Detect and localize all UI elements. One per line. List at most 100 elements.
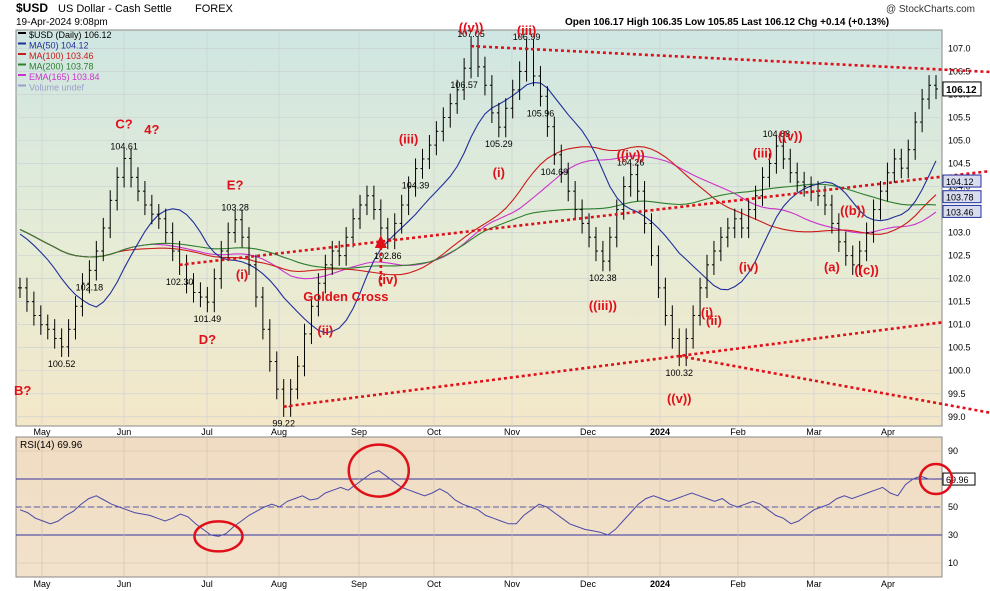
price-value-label: 104.69 — [541, 167, 569, 177]
price-series — [18, 35, 938, 417]
month-axis: May May Jun Jun Jul Jul Aug Aug Sep Sep Oct Oct Nov N… — [33, 427, 895, 589]
price-value-label: 107.05 — [457, 29, 485, 39]
rsi-overbought-circle — [347, 443, 411, 498]
wave-label: (ii) — [317, 323, 333, 338]
month-tick-label-bottom: Apr — [881, 579, 895, 589]
month-tick-label: Feb — [730, 427, 746, 437]
ma-value-tag: 103.78 — [946, 193, 974, 203]
month-tick-label: 2024 — [650, 427, 670, 437]
legend-entry: EMA(165) 103.84 — [29, 72, 100, 82]
price-value-label: 103.28 — [221, 203, 249, 213]
rsi-extras: 69.96 — [193, 443, 976, 553]
month-tick-label-bottom: Nov — [504, 579, 521, 589]
legend-swatch — [18, 84, 26, 87]
month-tick-label: Apr — [881, 427, 895, 437]
month-tick-label-bottom: 2024 — [650, 579, 670, 589]
month-tick-label: Jul — [201, 427, 213, 437]
price-value-label: 102.86 — [374, 251, 402, 261]
y-tick-label: 99.0 — [948, 412, 966, 422]
rsi-series — [19, 470, 937, 537]
rsi-line — [19, 470, 937, 537]
y-tick-label: 102.5 — [948, 251, 971, 261]
wave-label: (iv) — [378, 272, 398, 287]
legend-swatch — [18, 32, 26, 34]
wave-label: ((iii)) — [589, 298, 617, 313]
legend-swatch — [18, 74, 26, 76]
wave-label: C? — [115, 116, 132, 131]
price-value-label: 104.61 — [110, 141, 138, 151]
last-price-tag-box — [942, 81, 982, 97]
wave-label: (iv) — [739, 260, 759, 275]
rsi-grid: 9070503010 — [16, 437, 958, 577]
wave-label: ((b)) — [840, 203, 865, 218]
y-tick-label: 105.0 — [948, 136, 971, 146]
last-price-tag: 106.12 — [946, 85, 977, 96]
wave-label: ((v)) — [459, 20, 484, 35]
price-value-label: 102.38 — [589, 273, 617, 283]
wave-label: (iii) — [517, 23, 537, 38]
rsi-tick-label: 90 — [948, 446, 958, 456]
ma-value-tag: 104.12 — [946, 177, 974, 187]
month-tick-label: Aug — [271, 427, 287, 437]
price-value-label: 99.22 — [272, 419, 295, 429]
y-tick-label: 101.0 — [948, 320, 971, 330]
price-value-label: 102.18 — [76, 282, 104, 292]
month-tick-label: Oct — [427, 427, 442, 437]
price-value-label: 102.30 — [166, 277, 194, 287]
wave-label: 4? — [144, 122, 159, 137]
legend-entry: $USD (Daily) 106.12 — [29, 30, 112, 40]
steep-support-trendline — [179, 169, 990, 267]
price-value-label: 104.39 — [402, 181, 430, 191]
price-y-axis: 107.0106.5106.0105.5105.0104.5104.0103.5… — [948, 43, 971, 421]
rsi-oversold-circle — [193, 520, 244, 553]
price-value-label: 101.49 — [194, 314, 222, 324]
price-value-label: 104.88 — [763, 129, 791, 139]
wave-label: (iii) — [399, 132, 419, 147]
legend-swatch — [18, 42, 26, 45]
rsi-tick-label: 50 — [948, 502, 958, 512]
header-ohlc: Open 106.17 High 106.35 Low 105.85 Last … — [565, 17, 889, 28]
price-value-label: 100.32 — [665, 368, 693, 378]
wave-label: E? — [227, 178, 244, 193]
wave-label: ((v)) — [778, 129, 803, 144]
legend-swatch — [18, 63, 26, 66]
y-tick-label: 103.0 — [948, 228, 971, 238]
wave-label: (i) — [236, 267, 248, 282]
rsi-tick-label: 30 — [948, 530, 958, 540]
wave-labels: B?C?4?E?D?5?((v))(iii)(i)(iii)(iv)(ii)(i… — [14, 20, 879, 454]
ma-value-tag-box — [942, 174, 982, 188]
wave-label: D? — [199, 332, 216, 347]
price-value-label: 106.99 — [513, 32, 541, 42]
month-tick-label: Sep — [351, 427, 367, 437]
month-tick-label-bottom: Jun — [117, 579, 132, 589]
month-tick-label-bottom: Sep — [351, 579, 367, 589]
header-name: US Dollar - Cash Settle — [58, 3, 172, 15]
price-value-label: 105.29 — [485, 139, 513, 149]
month-tick-label-bottom: Mar — [806, 579, 822, 589]
month-tick-label-bottom: May — [33, 579, 51, 589]
y-tick-label: 99.5 — [948, 389, 966, 399]
month-tick-label: Mar — [806, 427, 822, 437]
wave-label: (i) — [701, 305, 713, 320]
wave-label: (a) — [824, 259, 840, 274]
y-tick-label: 107.0 — [948, 43, 971, 53]
ma-value-tag-box — [942, 204, 982, 218]
month-tick-label-bottom: Jul — [201, 579, 213, 589]
legend-entry: MA(50) 104.12 — [29, 41, 89, 51]
price-value-label: 100.52 — [48, 359, 76, 369]
wave-label: ((v)) — [667, 391, 692, 406]
header-symbol: $USD — [16, 1, 48, 15]
month-tick-label: May — [33, 427, 51, 437]
month-grid — [41, 30, 889, 426]
wave-label: ((c)) — [854, 263, 879, 278]
y-tick-label: 100.0 — [948, 366, 971, 376]
ma-value-tag-box — [942, 190, 982, 204]
rsi-tick-label: 10 — [948, 558, 958, 568]
month-tick-label-bottom: Dec — [580, 579, 597, 589]
y-tick-label: 101.5 — [948, 297, 971, 307]
legend-entry: MA(100) 103.46 — [29, 51, 94, 61]
header-date: 19-Apr-2024 9:08pm — [16, 17, 108, 28]
